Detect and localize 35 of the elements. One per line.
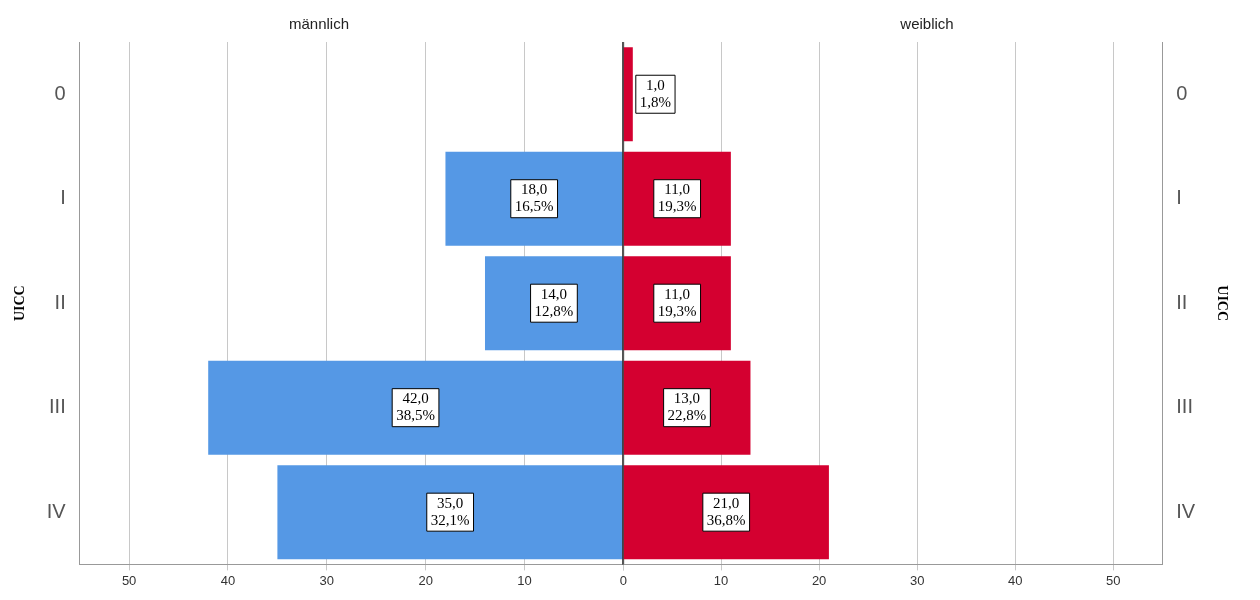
x-tick-label: 50 [1106,572,1121,588]
data-label: 11,0 19,3% [657,181,697,215]
y-tick-label: III [49,395,66,418]
x-tick-label: 20 [811,572,827,588]
y-tick-label: IV [46,499,67,522]
data-label: 18,0 16,5% [514,181,554,215]
y-tick-label: II [54,290,66,313]
data-label: 35,0 32,1% [430,494,470,528]
x-tick-label: 30 [319,572,335,588]
x-tick-label: 40 [1007,572,1023,588]
data-label: 11,0 19,3% [657,285,697,319]
x-tick-label: 10 [517,572,532,588]
data-label: 42,0 38,5% [396,390,435,424]
x-tick-label: 50 [121,572,137,588]
y-tick-label: 0 [54,81,66,104]
data-label: 21,0 36,8% [706,494,746,528]
chart-title: männlich [288,15,350,33]
x-tick-label: 30 [909,572,925,588]
bar [623,47,633,142]
y-tick-label: II [1176,290,1188,313]
y-axis-title: UICC [1214,285,1230,322]
x-tick-label: 40 [220,572,236,588]
x-tick-label: 0 [619,572,627,588]
x-tick-label: 20 [418,572,433,588]
y-tick-label: IV [1176,499,1196,522]
y-axis-title: UICC [12,285,28,322]
y-tick-label: 0 [1176,81,1188,104]
data-label: 14,0 12,8% [534,285,574,319]
y-tick-label: III [1176,395,1193,418]
y-tick-label: I [60,186,66,209]
chart-title: weiblich [899,15,954,33]
x-tick-label: 10 [713,572,729,588]
y-tick-label: I [1176,186,1182,209]
data-label: 13,0 22,8% [667,390,707,424]
data-label: 1,0 1,8% [639,76,672,110]
